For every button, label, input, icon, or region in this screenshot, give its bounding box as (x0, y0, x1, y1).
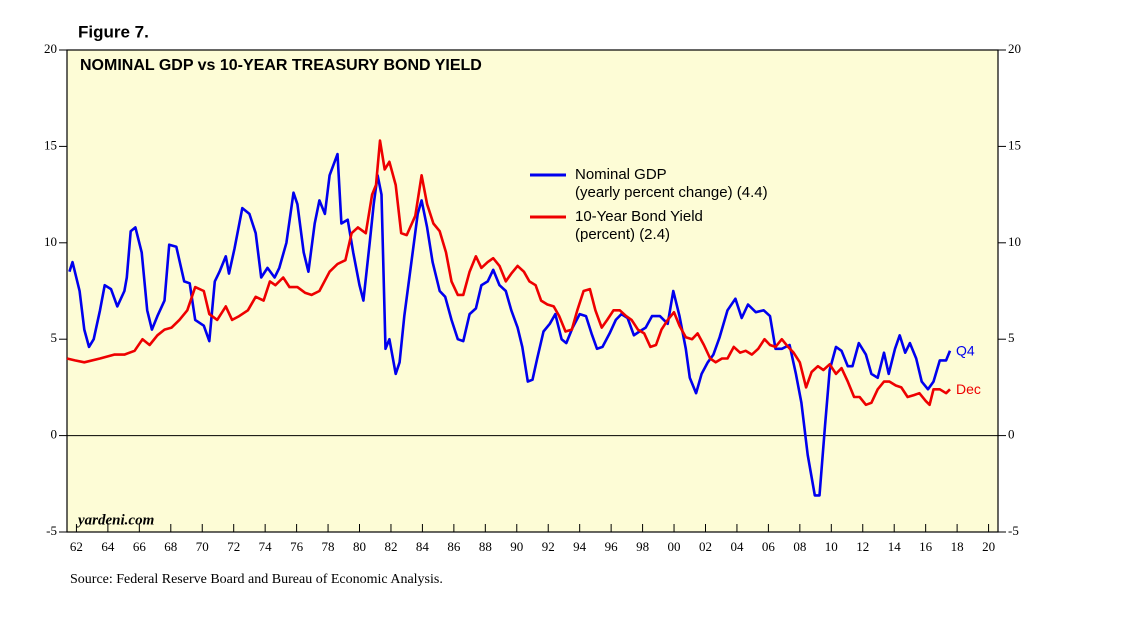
x-tick-label: 78 (322, 539, 335, 554)
y-tick-label: 0 (51, 427, 58, 442)
y-tick-label: 15 (44, 137, 57, 152)
series-line (66, 139, 951, 407)
x-tick-label: 64 (101, 539, 115, 554)
x-tick-label: 00 (668, 539, 681, 554)
x-tick-label: 66 (133, 539, 147, 554)
figure-label: Figure 7. (78, 22, 149, 41)
source-note: Source: Federal Reserve Board and Bureau… (70, 572, 443, 587)
y-tick-label: 5 (51, 330, 58, 345)
chart-title: NOMINAL GDP vs 10-YEAR TREASURY BOND YIE… (80, 57, 482, 74)
x-tick-label: 70 (196, 539, 209, 554)
x-tick-label: 02 (699, 539, 712, 554)
legend-note: (percent) (2.4) (575, 226, 670, 243)
legend-label: 10-Year Bond Yield (575, 208, 703, 225)
y2-tick-label: -5 (1008, 523, 1019, 538)
x-tick-label: 18 (951, 539, 964, 554)
x-tick-label: 08 (793, 539, 806, 554)
legend-label: Nominal GDP (575, 166, 667, 183)
x-tick-label: 84 (416, 539, 430, 554)
series-line (68, 152, 952, 497)
y-tick-label: 10 (44, 234, 57, 249)
x-tick-label: 94 (573, 539, 587, 554)
x-tick-label: 76 (290, 539, 304, 554)
x-tick-label: 96 (605, 539, 619, 554)
x-tick-label: 10 (825, 539, 838, 554)
plot-area (66, 49, 999, 533)
legend-note: (yearly percent change) (4.4) (575, 184, 768, 201)
x-tick-label: 12 (856, 539, 869, 554)
x-tick-label: 68 (164, 539, 177, 554)
watermark: yardeni.com (76, 512, 154, 528)
x-tick-label: 04 (730, 539, 744, 554)
y2-tick-label: 10 (1008, 234, 1021, 249)
end-label: Dec (956, 381, 981, 397)
x-tick-label: 98 (636, 539, 649, 554)
x-tick-label: 80 (353, 539, 366, 554)
x-tick-label: 14 (888, 539, 902, 554)
y2-tick-label: 20 (1008, 41, 1021, 56)
x-tick-label: 90 (510, 539, 523, 554)
x-tick-label: 16 (919, 539, 933, 554)
end-label: Q4 (956, 342, 975, 358)
x-tick-label: 86 (447, 539, 461, 554)
x-tick-label: 72 (227, 539, 240, 554)
x-tick-label: 20 (982, 539, 995, 554)
x-tick-label: 74 (259, 539, 273, 554)
x-tick-label: 88 (479, 539, 492, 554)
y-tick-label: -5 (46, 523, 57, 538)
x-tick-label: 62 (70, 539, 83, 554)
y2-tick-label: 15 (1008, 137, 1021, 152)
x-tick-label: 06 (762, 539, 776, 554)
x-tick-label: 92 (542, 539, 555, 554)
y2-tick-label: 5 (1008, 330, 1015, 345)
x-tick-label: 82 (384, 539, 397, 554)
y-tick-label: 20 (44, 41, 57, 56)
y2-tick-label: 0 (1008, 427, 1015, 442)
